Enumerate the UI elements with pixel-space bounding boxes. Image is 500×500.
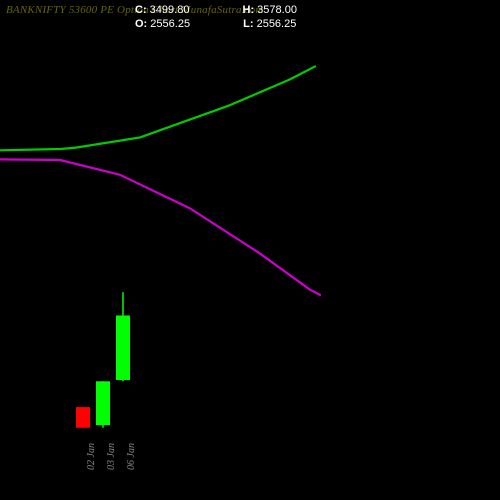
x-axis-tick: 03 Jan [106, 443, 117, 470]
x-axis-tick: 06 Jan [126, 443, 137, 470]
plot-svg [0, 0, 500, 500]
x-axis-tick: 02 Jan [86, 443, 97, 470]
candlestick-chart: BANKNIFTY 53600 PE Option Chart MunafaSu… [0, 0, 500, 500]
